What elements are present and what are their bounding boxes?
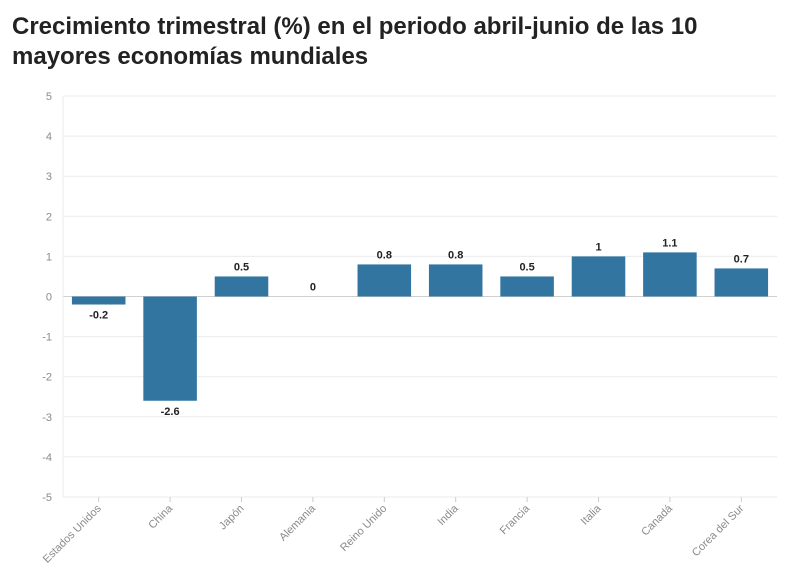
bar	[71, 296, 126, 305]
bar	[214, 276, 269, 297]
data-label: 0.8	[448, 249, 463, 261]
bar	[357, 264, 412, 297]
y-tick-label: 3	[46, 171, 52, 183]
x-tick-label: China	[146, 502, 175, 531]
y-tick-label: 2	[46, 211, 52, 223]
bar	[714, 268, 769, 297]
x-tick-label: India	[435, 502, 461, 528]
x-axis-ticks: Estados Unidos China Japón Alemania Reino Un…	[41, 497, 747, 566]
x-tick-label: Francia	[498, 502, 533, 537]
data-label: 0	[310, 282, 316, 294]
x-tick-label: Alemania	[277, 502, 319, 544]
bar	[571, 256, 626, 297]
bar	[428, 264, 483, 297]
data-label: 1	[595, 241, 601, 253]
y-tick-label: 0	[46, 292, 52, 304]
y-tick-label: 1	[46, 251, 52, 263]
y-tick-label: -3	[42, 412, 52, 424]
data-labels: -0.2 -2.6 0.5 0 0.8 0.8 0.5 1 1.1 0.7	[89, 237, 749, 417]
y-tick-label: 4	[46, 131, 52, 143]
y-tick-label: -5	[42, 492, 52, 504]
data-label: 0.7	[734, 253, 749, 265]
bar	[500, 276, 554, 297]
y-tick-label: 5	[46, 91, 52, 103]
y-axis-ticks: 5 4 3 2 1 0 -1 -2 -3 -4 -5	[42, 91, 52, 504]
data-label: 1.1	[662, 237, 677, 249]
x-tick-label: Japón	[217, 503, 247, 533]
y-tick-label: -1	[42, 332, 52, 344]
x-tick-label: Reino Unido	[338, 503, 389, 554]
data-label: -2.6	[161, 406, 180, 418]
chart-title: Crecimiento trimestral (%) en el periodo…	[12, 13, 698, 70]
x-tick-label: Estados Unidos	[41, 502, 104, 565]
bars	[71, 252, 769, 401]
x-tick-label: Canadá	[639, 502, 675, 538]
y-tick-label: -2	[42, 372, 52, 384]
data-label: 0.5	[234, 261, 249, 273]
x-tick-label: Corea del Sur	[690, 502, 747, 559]
data-label: -0.2	[89, 310, 108, 322]
bar	[643, 252, 697, 297]
x-tick-label: Italia	[579, 502, 605, 528]
data-label: 0.8	[377, 249, 392, 261]
y-tick-label: -4	[42, 452, 52, 464]
data-label: 0.5	[519, 261, 534, 273]
bar	[143, 296, 197, 401]
